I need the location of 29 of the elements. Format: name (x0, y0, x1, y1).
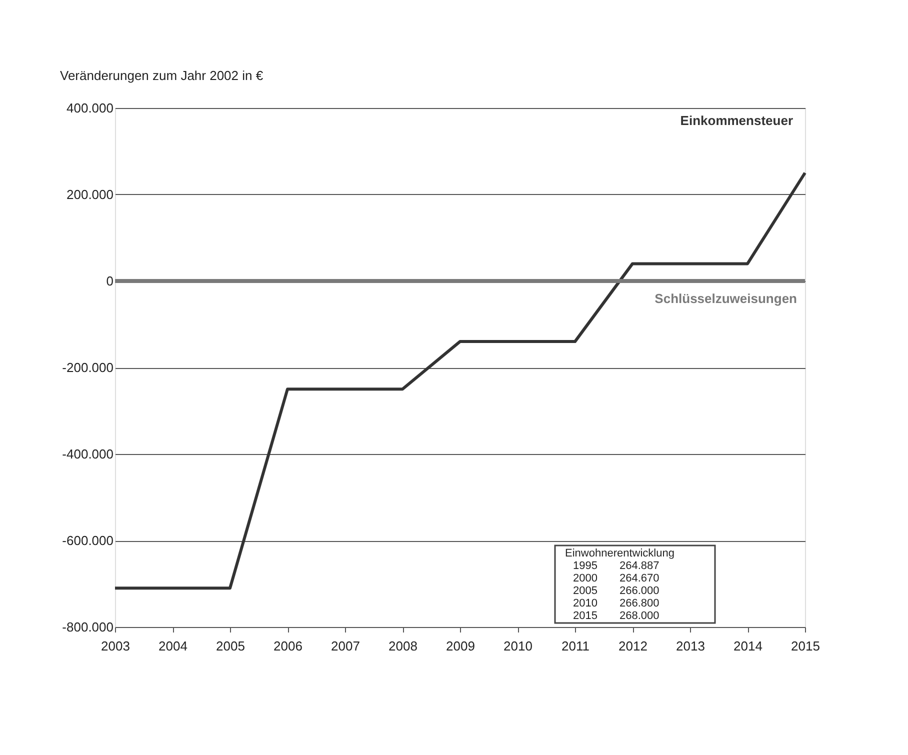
annotation: 2015 268.000 (573, 610, 660, 622)
y-axis-title: Veränderungen zum Jahr 2002 in € (60, 68, 264, 83)
x-tick-label: 2012 (618, 638, 648, 654)
x-tick-label: 2015 (791, 638, 820, 654)
text: Einkommensteuer (680, 112, 793, 128)
x-tick-label: 2006 (274, 638, 302, 654)
annotation: 1995 264.887 (573, 560, 660, 572)
x-tick-label: 2013 (676, 638, 705, 654)
annotation: Einwohnerentwicklung (565, 548, 674, 560)
y-tick-label: 200.000 (66, 187, 114, 202)
x-tick-label: 2005 (216, 638, 245, 654)
annotation: 2010 266.800 (573, 598, 660, 610)
x-tick-label: 2007 (331, 638, 360, 654)
annotation: 2005 266.000 (573, 585, 660, 597)
x-tick-label: 2011 (562, 638, 590, 654)
y-tick-label: -200.000 (62, 360, 114, 375)
x-tick-label: 2010 (504, 638, 532, 654)
x-tick-label: 2008 (388, 638, 418, 654)
y-tick-label: -600.000 (62, 533, 114, 548)
y-tick-label: -800.000 (62, 620, 114, 634)
x-tick-label: 2009 (446, 638, 475, 654)
y-tick-label: -400.000 (62, 446, 114, 462)
x-tick-label: 2003 (101, 638, 130, 654)
y-tick-label: 400.000 (66, 100, 114, 116)
series-label: Schlüsselzuweisungen (654, 291, 798, 306)
x-tick-label: 2004 (158, 638, 188, 654)
y-tick-label: 0 (106, 274, 114, 288)
annotation: 2000 264.670 (573, 572, 660, 584)
x-tick-label: 2014 (734, 638, 762, 654)
